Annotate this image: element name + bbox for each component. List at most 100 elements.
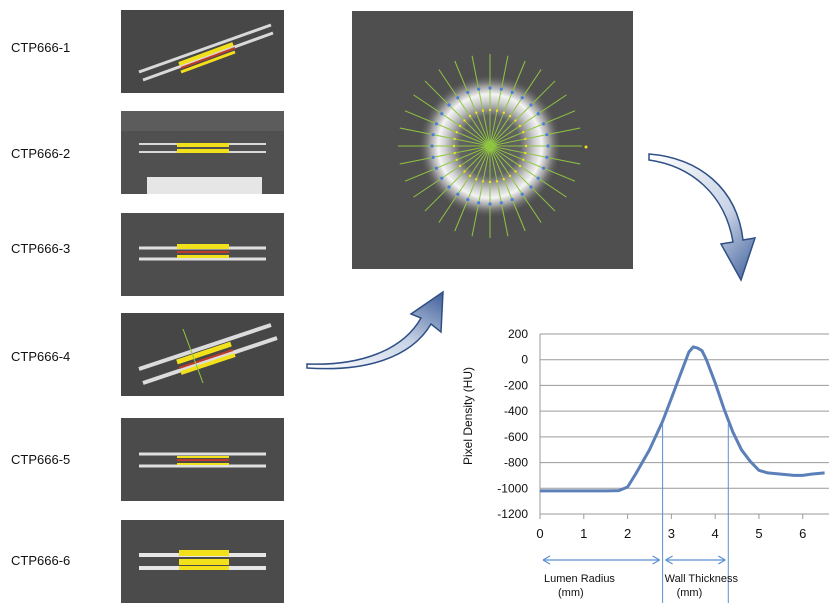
lumen-edge-point xyxy=(475,178,478,181)
y-tick-label: -1200 xyxy=(497,507,528,521)
density-curve xyxy=(540,345,825,493)
lumen-edge-point xyxy=(518,124,522,128)
y-tick-label: -400 xyxy=(504,404,528,418)
lumen-edge-point xyxy=(508,114,512,118)
radial-ray xyxy=(413,145,491,198)
annotation-label: Lumen Radius xyxy=(544,573,615,585)
wall-edge-point xyxy=(431,133,435,137)
wall-edge-point xyxy=(466,197,470,202)
wall-edge-point xyxy=(434,166,439,170)
lumen-edge-point xyxy=(524,151,527,155)
y-tick-label: -200 xyxy=(504,378,528,392)
lumen-edge-point xyxy=(475,111,478,114)
vessel-cross-section xyxy=(352,11,633,269)
lumen-edge-point xyxy=(453,137,456,141)
radial-ray xyxy=(404,145,491,182)
wall-edge-point xyxy=(466,90,470,95)
x-tick-label: 3 xyxy=(668,526,675,541)
lumen-edge-point xyxy=(468,114,472,118)
radial-ray xyxy=(489,60,526,147)
radial-ray xyxy=(438,69,491,147)
lumen-edge-point xyxy=(524,137,527,141)
wall-edge-point xyxy=(536,112,540,116)
wall-edge-point xyxy=(529,103,533,107)
lumen-edge-point xyxy=(502,111,505,114)
radial-ray xyxy=(454,60,491,147)
lumen-edge-point xyxy=(463,119,466,122)
annotation-unit: (mm) xyxy=(677,587,703,599)
annotation-unit: (mm) xyxy=(558,587,584,599)
radial-ray xyxy=(399,145,491,165)
y-tick-label: 200 xyxy=(508,327,528,341)
wall-edge-point xyxy=(520,192,524,196)
lumen-edge-point xyxy=(455,158,458,161)
phantom-label-2: CTP666-2 xyxy=(11,146,71,161)
wall-edge-point xyxy=(510,197,514,202)
wall-edge-point xyxy=(456,96,460,100)
radial-ray xyxy=(413,94,491,147)
phantom-scan-4 xyxy=(121,313,284,396)
wall-edge-point xyxy=(430,144,434,148)
lumen-edge-point xyxy=(455,131,458,134)
arrowhead-left xyxy=(542,555,551,565)
radial-ray xyxy=(489,94,567,147)
wall-edge-point xyxy=(440,176,444,180)
radial-ray xyxy=(489,80,556,147)
radial-ray xyxy=(438,145,491,223)
radial-ray xyxy=(489,145,581,165)
phantom-scan-6 xyxy=(121,520,284,603)
phantom-label-1: CTP666-1 xyxy=(11,40,71,55)
phantom-scan-1 xyxy=(121,10,284,93)
y-tick-label: -1000 xyxy=(497,481,528,495)
lumen-edge-point xyxy=(522,131,525,134)
phantom-label-6: CTP666-6 xyxy=(11,553,71,568)
phantom-label-3: CTP666-3 xyxy=(11,241,71,256)
phantom-scan-3 xyxy=(121,213,284,296)
lumen-edge-point xyxy=(518,164,522,168)
arrowhead-right xyxy=(717,555,726,565)
phantom-scan-2 xyxy=(121,111,284,194)
radial-ray xyxy=(489,145,542,223)
lumen-edge-point xyxy=(502,178,505,181)
radial-ray xyxy=(404,110,491,147)
radial-ray xyxy=(489,145,556,212)
radial-ray xyxy=(489,145,526,232)
phantom-label-5: CTP666-5 xyxy=(11,452,71,467)
y-axis-label: Pixel Density (HU) xyxy=(461,367,475,465)
radial-ray xyxy=(454,145,491,232)
wall-edge-point xyxy=(447,103,451,107)
x-tick-label: 0 xyxy=(536,526,543,541)
wall-edge-point xyxy=(520,96,524,100)
wall-edge-point xyxy=(477,201,481,205)
wall-edge-point xyxy=(434,122,439,126)
wall-edge-point xyxy=(499,201,503,205)
radial-ray xyxy=(424,80,491,147)
y-tick-label: -800 xyxy=(504,456,528,470)
wall-edge-point xyxy=(546,144,550,148)
wall-edge-point xyxy=(529,185,533,189)
radial-ray xyxy=(489,145,576,182)
lumen-edge-point xyxy=(508,174,512,178)
wall-edge-point xyxy=(541,166,546,170)
wall-edge-point xyxy=(545,133,549,137)
lumen-edge-point xyxy=(453,151,456,155)
wall-edge-point xyxy=(456,192,460,196)
lumen-edge-point xyxy=(481,180,485,183)
annotation-label: Wall Thickness xyxy=(665,573,739,585)
wall-edge-point xyxy=(545,155,549,159)
wall-edge-point xyxy=(447,185,451,189)
phantom-label-4: CTP666-4 xyxy=(11,349,71,364)
radial-ray xyxy=(489,69,542,147)
radial-ray xyxy=(399,127,491,147)
x-tick-label: 1 xyxy=(580,526,587,541)
radial-ray xyxy=(489,55,509,147)
arrowhead-left xyxy=(665,555,673,565)
y-tick-label: -600 xyxy=(504,430,528,444)
wall-edge-point xyxy=(488,86,492,90)
arrowhead-right xyxy=(652,555,660,565)
y-tick-label: 0 xyxy=(521,353,528,367)
x-tick-label: 2 xyxy=(624,526,631,541)
wall-edge-point xyxy=(536,176,540,180)
density-profile-chart: 200 0 -200 -400 -600 -800 -1000 -1200 0 1 2 3 4 5 6 P… xyxy=(456,320,829,603)
lumen-edge-point xyxy=(514,119,517,122)
